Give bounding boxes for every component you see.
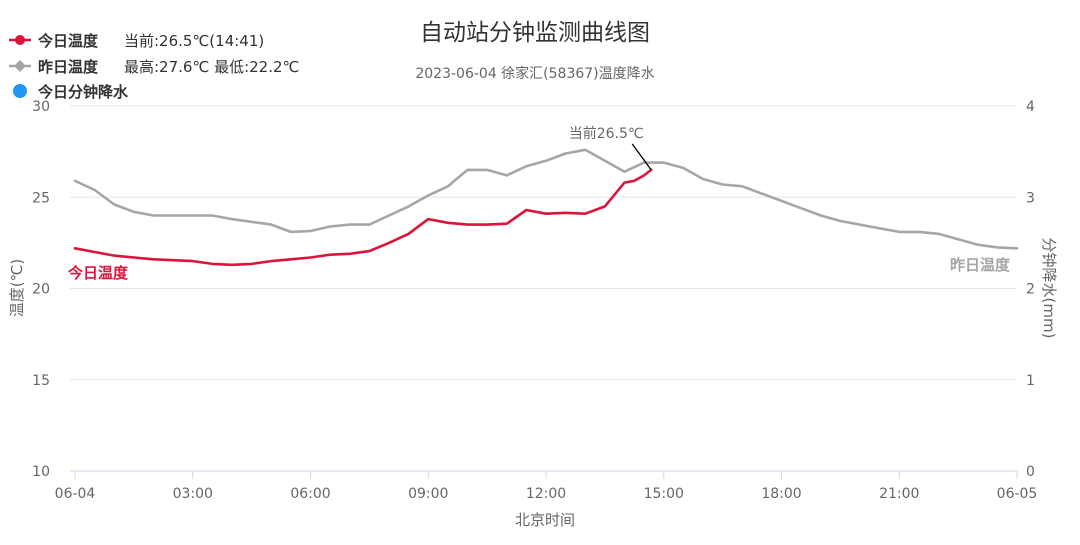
annotation: 当前26.5℃ xyxy=(569,125,652,171)
annotation-leader-line xyxy=(631,143,652,171)
x-tick-label: 06:00 xyxy=(290,486,330,502)
y-tick-label-left: 10 xyxy=(32,464,50,480)
y-tick-label-left: 20 xyxy=(32,282,50,298)
x-tick-label: 06-04 xyxy=(55,486,96,502)
legend-item-yesterday[interactable]: 昨日温度 最高:27.6℃ 最低:22.2℃ xyxy=(9,58,299,76)
x-tick-label: 12:00 xyxy=(526,486,566,502)
legend-diamond-icon-yesterday xyxy=(14,60,26,72)
legend-detail-yesterday: 最高:27.6℃ 最低:22.2℃ xyxy=(124,58,299,76)
x-tick-label: 18:00 xyxy=(761,486,801,502)
chart-title: 自动站分钟监测曲线图 xyxy=(420,20,650,46)
legend-label-yesterday: 昨日温度 xyxy=(38,58,99,76)
series-line-today[interactable] xyxy=(73,168,653,267)
legend-circle-icon-today xyxy=(15,35,25,45)
x-tick-label: 15:00 xyxy=(644,486,684,502)
y-axis-right-title: 分钟降水(mm) xyxy=(1040,238,1058,339)
y-tick-label-right: 0 xyxy=(1026,464,1035,480)
series-label-today: 今日温度 xyxy=(67,264,129,282)
x-tick-label: 21:00 xyxy=(879,486,919,502)
series xyxy=(73,148,1019,267)
legend: 今日温度 当前:26.5℃(14:41) 昨日温度 最高:27.6℃ 最低:22… xyxy=(9,32,299,101)
legend-circle-icon-rain xyxy=(13,84,27,98)
x-tick-label: 03:00 xyxy=(173,486,213,502)
x-axis-title: 北京时间 xyxy=(515,511,575,529)
chart-subtitle: 2023-06-04 徐家汇(58367)温度降水 xyxy=(415,65,654,82)
series-label-yesterday: 昨日温度 xyxy=(950,256,1011,274)
series-line-yesterday[interactable] xyxy=(73,148,1019,250)
y-tick-label-left: 15 xyxy=(32,373,50,389)
y-tick-label-left: 25 xyxy=(32,190,50,206)
axes: 10 15 20 25 30 0 1 2 3 4 06-04 03:00 06:00 09:00 12:00… xyxy=(32,99,1037,502)
y-axis-left-title: 温度(℃) xyxy=(8,259,26,318)
y-tick-label-right: 2 xyxy=(1026,282,1035,298)
legend-label-rain: 今日分钟降水 xyxy=(37,83,129,101)
y-tick-label-right: 1 xyxy=(1026,373,1035,389)
y-tick-label-left: 30 xyxy=(32,99,50,115)
x-tick-label: 06-05 xyxy=(997,486,1038,502)
legend-detail-today: 当前:26.5℃(14:41) xyxy=(124,32,264,50)
y-tick-label-right: 3 xyxy=(1026,190,1035,206)
grid-lines xyxy=(70,105,1017,381)
legend-item-today[interactable]: 今日温度 当前:26.5℃(14:41) xyxy=(9,32,264,50)
legend-item-rain[interactable]: 今日分钟降水 xyxy=(13,83,129,101)
annotation-label: 当前26.5℃ xyxy=(569,125,644,142)
x-tick-label: 09:00 xyxy=(408,486,448,502)
y-tick-label-right: 4 xyxy=(1026,99,1035,115)
legend-label-today: 今日温度 xyxy=(37,32,99,50)
